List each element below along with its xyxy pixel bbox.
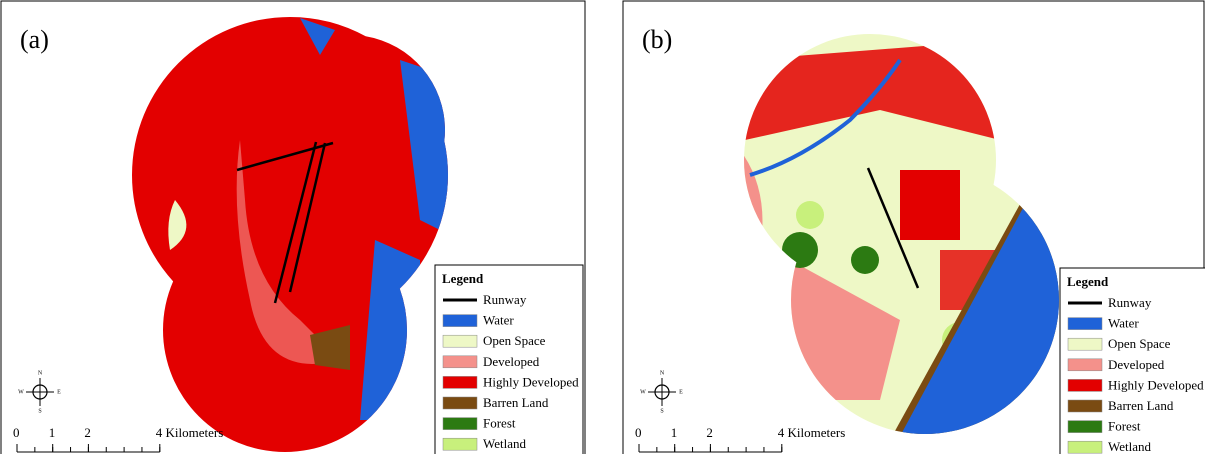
legend-label: Open Space — [1108, 336, 1171, 351]
water-area — [898, 195, 1059, 434]
scale-label: 4 Kilometers — [778, 425, 846, 440]
legend-label: Water — [483, 313, 514, 328]
legend-patch — [442, 376, 478, 389]
compass-letter: E — [679, 389, 683, 395]
land-cover-map — [744, 34, 1059, 434]
legend-title: Legend — [1067, 274, 1109, 289]
runway — [236, 141, 334, 172]
scale-bar: 0 1 2 4 Kilometers — [13, 425, 224, 453]
river — [749, 58, 902, 177]
legend-patch — [1067, 358, 1103, 372]
compass-letter: S — [660, 408, 663, 414]
runway — [273, 141, 318, 304]
compass: N S E W — [18, 370, 61, 414]
compass-letter: S — [38, 408, 41, 414]
compass-cross — [26, 378, 54, 406]
legend-label: Wetland — [483, 436, 526, 451]
overlays: (a) Legend Runway Water Open Space Developed H… — [13, 25, 1205, 454]
compass-letter: N — [660, 370, 665, 376]
scale-label: 0 — [13, 425, 20, 440]
scale-label: 1 — [49, 425, 56, 440]
legend-label: Barren Land — [1108, 398, 1174, 413]
legend-label: Forest — [483, 416, 516, 431]
panel-frame — [0, 0, 586, 454]
legend-label: Developed — [1108, 357, 1165, 372]
compass: N S E W — [640, 370, 683, 414]
legend-label: Wetland — [1108, 439, 1151, 454]
panel-label: (b) — [642, 25, 672, 54]
runways — [236, 141, 334, 304]
legend-patch — [442, 417, 478, 430]
developed-area — [236, 140, 340, 364]
land-cover-map — [132, 17, 448, 452]
highly-developed-area — [900, 170, 960, 240]
legend-patch — [1067, 337, 1103, 351]
legend-label: Barren Land — [483, 395, 549, 410]
legend-patch — [1067, 420, 1103, 433]
water-area — [300, 18, 335, 55]
forest-area — [782, 232, 818, 268]
legend-patch — [442, 396, 478, 410]
panel-label: (a) — [20, 25, 49, 54]
legend-patch — [1067, 379, 1103, 392]
legend: Legend Runway Water Open Space Developed High… — [434, 264, 584, 454]
runway — [866, 167, 920, 289]
scale-label: 1 — [671, 425, 678, 440]
wetland-area — [796, 201, 824, 229]
scale-label: 4 Kilometers — [156, 425, 224, 440]
scale-label: 0 — [635, 425, 642, 440]
forest-area — [851, 246, 879, 274]
legend-label: Open Space — [483, 333, 546, 348]
legend-label: Runway — [483, 292, 527, 307]
legend-label: Developed — [483, 354, 540, 369]
legend-label: Water — [1108, 316, 1139, 331]
highly-developed-area — [745, 40, 1000, 140]
legend-label: Runway — [1108, 295, 1152, 310]
legend-label: Highly Developed — [483, 374, 579, 389]
legend-patch — [442, 314, 478, 327]
compass-letter: W — [640, 389, 646, 395]
barren-area — [310, 325, 350, 370]
legend-patch — [1067, 399, 1103, 413]
scale-label: 2 — [84, 425, 91, 440]
legend-patch — [442, 334, 478, 348]
compass-cross — [648, 378, 676, 406]
legend-patch — [1067, 440, 1103, 454]
panel-frame — [622, 0, 1205, 454]
legend-label: Forest — [1108, 419, 1141, 434]
compass-letter: E — [57, 389, 61, 395]
scale-label: 2 — [706, 425, 713, 440]
developed-area — [790, 260, 900, 400]
legend-title: Legend — [442, 271, 484, 286]
legend-patch — [442, 437, 478, 451]
legend-label: Highly Developed — [1108, 377, 1204, 392]
scale-bar: 0 1 2 4 Kilometers — [635, 425, 846, 453]
compass-letter: N — [38, 370, 43, 376]
legend-patch — [442, 355, 478, 369]
legend: Legend Runway Water Open Space Developed High… — [1059, 267, 1205, 454]
legend-patch — [1067, 317, 1103, 330]
compass-letter: W — [18, 389, 24, 395]
open-space — [168, 200, 187, 250]
runway — [288, 142, 327, 293]
